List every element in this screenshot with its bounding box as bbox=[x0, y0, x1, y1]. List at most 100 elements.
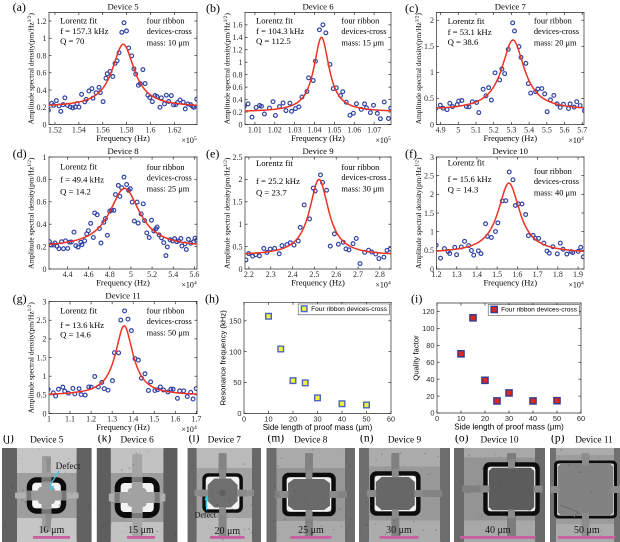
svg-text:(o): (o) bbox=[455, 435, 469, 445]
svg-text:1.07: 1.07 bbox=[367, 126, 381, 135]
svg-text:0.5: 0.5 bbox=[424, 246, 434, 255]
svg-text:Device 10: Device 10 bbox=[481, 436, 519, 446]
svg-text:Lorentz fit: Lorentz fit bbox=[60, 16, 97, 26]
svg-text:0.5: 0.5 bbox=[37, 391, 47, 400]
svg-text:four ribbon: four ribbon bbox=[534, 167, 573, 176]
svg-text:A m p l: A m p l i t u d e s p e c t r a l d e n … bbox=[406, 126, 426, 269]
svg-text:0: 0 bbox=[435, 414, 439, 423]
svg-text:0: 0 bbox=[430, 409, 434, 418]
svg-text:Four ribbon devices-cross: Four ribbon devices-cross bbox=[311, 306, 388, 313]
svg-text:Q = 38.6: Q = 38.6 bbox=[448, 37, 479, 47]
svg-text:mass: 20 μm: mass: 20 μm bbox=[534, 39, 577, 48]
svg-text:devices-cross: devices-cross bbox=[341, 27, 386, 36]
svg-text:3: 3 bbox=[430, 153, 434, 162]
svg-text:A m p l: A m p l i t u d e s p e c t r a l d e n … bbox=[214, 0, 234, 124]
svg-text:(j): (j) bbox=[3, 435, 14, 445]
svg-text:1.6: 1.6 bbox=[170, 415, 180, 424]
svg-text:Device 6: Device 6 bbox=[120, 436, 154, 446]
svg-text:3: 3 bbox=[43, 297, 47, 306]
svg-text:5.5: 5.5 bbox=[542, 126, 552, 135]
svg-text:(b): (b) bbox=[206, 1, 220, 15]
svg-text:40: 40 bbox=[529, 414, 537, 423]
svg-text:(e): (e) bbox=[206, 146, 219, 160]
svg-text:10: 10 bbox=[457, 414, 465, 423]
svg-text:5: 5 bbox=[129, 270, 133, 279]
svg-text:120: 120 bbox=[422, 307, 434, 316]
svg-text:5: 5 bbox=[456, 126, 460, 135]
svg-text:2: 2 bbox=[239, 175, 243, 184]
svg-text:Frequency (Hz): Frequency (Hz) bbox=[291, 278, 345, 288]
svg-text:Device 11: Device 11 bbox=[105, 291, 140, 301]
svg-text:1: 1 bbox=[239, 220, 243, 229]
svg-text:Device 7: Device 7 bbox=[208, 436, 242, 446]
svg-text:0.2: 0.2 bbox=[37, 103, 47, 112]
svg-text:0.4: 0.4 bbox=[37, 220, 47, 229]
svg-text:Defect: Defect bbox=[56, 461, 81, 472]
svg-text:four ribbon: four ribbon bbox=[147, 307, 186, 316]
svg-text:30: 30 bbox=[313, 414, 321, 423]
svg-text:f = 157.3 kHz: f = 157.3 kHz bbox=[60, 26, 108, 36]
svg-text:50: 50 bbox=[233, 378, 241, 387]
svg-text:1.1: 1.1 bbox=[65, 415, 75, 424]
svg-text:Q = 23.7: Q = 23.7 bbox=[256, 188, 287, 198]
svg-text:2.5: 2.5 bbox=[37, 316, 47, 325]
svg-text:0: 0 bbox=[43, 120, 47, 129]
svg-text:(m): (m) bbox=[268, 435, 285, 445]
svg-text:mass: 10 μm: mass: 10 μm bbox=[147, 39, 190, 48]
svg-text:f = 53.1 kHz: f = 53.1 kHz bbox=[448, 27, 492, 37]
svg-text:100: 100 bbox=[229, 347, 241, 356]
svg-text:2.5: 2.5 bbox=[424, 171, 434, 180]
svg-text:1.2: 1.2 bbox=[233, 46, 243, 55]
svg-text:Frequency (Hz): Frequency (Hz) bbox=[483, 133, 537, 143]
svg-text:Device 5: Device 5 bbox=[107, 1, 138, 11]
svg-text:10 μm: 10 μm bbox=[39, 525, 65, 536]
svg-text:1: 1 bbox=[43, 372, 47, 381]
svg-text:20 μm: 20 μm bbox=[214, 526, 240, 537]
svg-text:Device 7: Device 7 bbox=[495, 1, 527, 11]
svg-text:Frequency (Hz): Frequency (Hz) bbox=[291, 133, 345, 143]
svg-text:(f): (f) bbox=[405, 146, 417, 160]
svg-text:1.6: 1.6 bbox=[145, 126, 155, 135]
svg-text:1.2: 1.2 bbox=[432, 270, 442, 279]
svg-text:0: 0 bbox=[430, 265, 434, 274]
svg-text:20: 20 bbox=[426, 392, 434, 401]
svg-text:Q = 14.2: Q = 14.2 bbox=[60, 187, 91, 197]
svg-text:1.03: 1.03 bbox=[288, 126, 302, 135]
svg-text:Lorentz fit: Lorentz fit bbox=[448, 158, 485, 168]
svg-text:0.4: 0.4 bbox=[233, 95, 243, 104]
svg-text:5.2: 5.2 bbox=[147, 270, 157, 279]
svg-text:1.9: 1.9 bbox=[573, 270, 583, 279]
svg-text:5.6: 5.6 bbox=[189, 270, 199, 279]
svg-text:1.54: 1.54 bbox=[72, 126, 86, 135]
svg-text:4.4: 4.4 bbox=[63, 270, 73, 279]
svg-text:1.5: 1.5 bbox=[424, 42, 434, 51]
svg-text:4.8: 4.8 bbox=[105, 270, 115, 279]
svg-text:Lorentz fit: Lorentz fit bbox=[256, 158, 293, 168]
svg-text:devices-cross: devices-cross bbox=[147, 317, 192, 326]
svg-text:Lorentz fit: Lorentz fit bbox=[448, 16, 485, 26]
svg-text:40: 40 bbox=[338, 414, 346, 423]
svg-text:Lorentz fit: Lorentz fit bbox=[60, 306, 97, 316]
svg-text:Device 8: Device 8 bbox=[294, 436, 328, 446]
svg-text:5.2: 5.2 bbox=[489, 126, 499, 135]
svg-text:1: 1 bbox=[239, 58, 243, 67]
svg-text:1.2: 1.2 bbox=[37, 17, 47, 26]
svg-text:4.6: 4.6 bbox=[84, 270, 94, 279]
svg-text:Lorentz fit: Lorentz fit bbox=[256, 16, 293, 26]
svg-text:2.5: 2.5 bbox=[233, 153, 243, 162]
svg-text:× 1 0 5: × 1 0 5 bbox=[181, 127, 222, 147]
svg-text:0.5: 0.5 bbox=[233, 242, 243, 251]
svg-text:Q = 14.6: Q = 14.6 bbox=[60, 330, 91, 340]
svg-text:150: 150 bbox=[229, 316, 241, 325]
svg-text:1.4: 1.4 bbox=[472, 270, 482, 279]
svg-text:10: 10 bbox=[264, 414, 272, 423]
svg-text:0: 0 bbox=[239, 265, 243, 274]
svg-text:A m p l: A m p l i t u d e s p e c t r a l d e n … bbox=[214, 126, 234, 269]
svg-text:Frequency (Hz): Frequency (Hz) bbox=[96, 278, 150, 288]
svg-text:mass: 25 μm: mass: 25 μm bbox=[147, 185, 190, 194]
svg-text:Device 5: Device 5 bbox=[30, 436, 64, 446]
svg-text:0.6: 0.6 bbox=[37, 69, 47, 78]
svg-text:1.8: 1.8 bbox=[553, 270, 563, 279]
svg-text:5.4: 5.4 bbox=[168, 270, 178, 279]
svg-text:1.56: 1.56 bbox=[96, 126, 110, 135]
